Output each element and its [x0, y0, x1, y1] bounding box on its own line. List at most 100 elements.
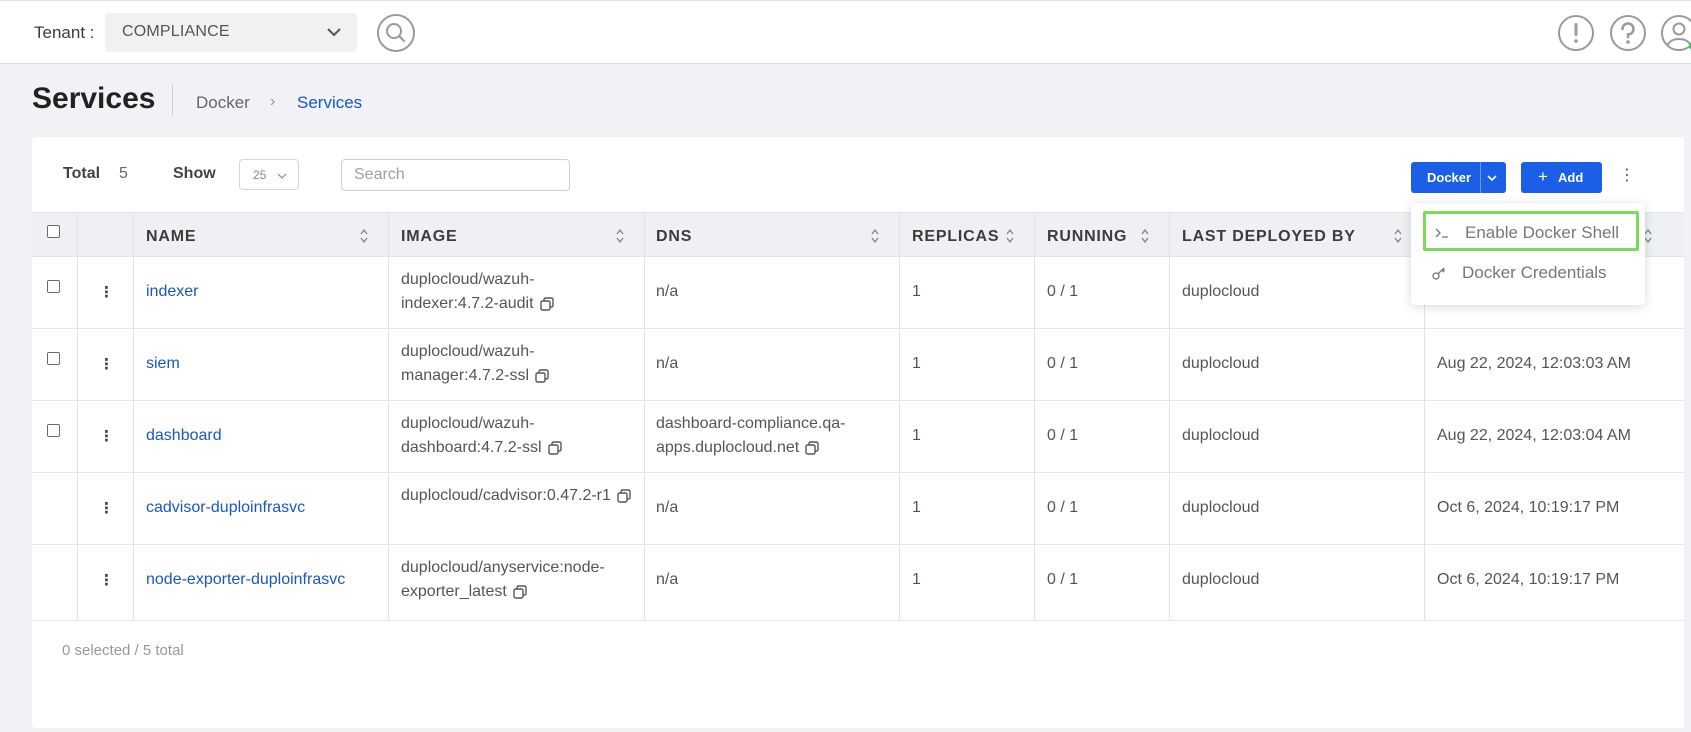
sort-icon[interactable]	[1005, 227, 1015, 245]
row-menu-icon[interactable]: ⋮	[99, 572, 114, 589]
dns-cell: n/a	[656, 355, 679, 372]
copy-icon[interactable]	[513, 585, 527, 599]
running-cell: 0 / 1	[1047, 283, 1079, 300]
sort-icon[interactable]	[1140, 227, 1150, 245]
copy-icon[interactable]	[539, 297, 554, 311]
breadcrumb-docker[interactable]: Docker	[196, 93, 250, 112]
image-cell: duplocloud/cadvisor:0.47.2-r1	[401, 484, 631, 508]
column-divider	[77, 212, 78, 621]
table-row[interactable]: ⋮ node-exporter-duploinfrasvc duplocloud…	[32, 545, 1684, 621]
image-text: duplocloud/cadvisor:0.47.2-r1	[401, 487, 611, 504]
copy-icon[interactable]	[535, 369, 549, 383]
row-menu-icon[interactable]: ⋮	[99, 428, 114, 445]
image-cell: duplocloud/wazuh-indexer:4.7.2-audit	[401, 268, 631, 316]
column-divider	[1169, 212, 1170, 621]
column-header-running[interactable]: RUNNING	[1047, 228, 1128, 245]
total-label: Total	[63, 165, 101, 182]
docker-dropdown-button[interactable]: Docker	[1411, 162, 1506, 193]
dns-cell: n/a	[656, 571, 679, 588]
row-menu-icon[interactable]: ⋮	[99, 356, 114, 373]
column-header-last-deployed-by[interactable]: LAST DEPLOYED BY	[1182, 228, 1356, 245]
help-icon[interactable]	[1609, 14, 1647, 52]
deployed-date-cell: Oct 6, 2024, 10:19:17 PM	[1437, 571, 1620, 588]
deployed-date-cell: Oct 6, 2024, 10:19:17 PM	[1437, 499, 1620, 516]
table-row[interactable]: ⋮ siem duplocloud/wazuh-manager:4.7.2-ss…	[32, 329, 1684, 401]
image-text: duplocloud/anyservice:node-exporter_late…	[401, 559, 605, 600]
column-divider	[1424, 212, 1425, 621]
image-cell: duplocloud/anyservice:node-exporter_late…	[401, 556, 636, 604]
breadcrumb-services[interactable]: Services	[297, 93, 363, 112]
plus-icon: +	[1538, 167, 1548, 186]
chevron-down-icon	[277, 173, 287, 179]
page-size-select[interactable]: 25	[239, 159, 299, 190]
running-cell: 0 / 1	[1047, 355, 1079, 372]
dns-cell: dashboard-compliance.qa-apps.duplocloud.…	[656, 412, 881, 460]
docker-button-label: Docker	[1427, 170, 1472, 185]
docker-dropdown-menu: Enable Docker Shell Docker Credentials	[1411, 203, 1645, 305]
copy-icon[interactable]	[617, 489, 631, 503]
row-menu-icon[interactable]: ⋮	[99, 500, 114, 517]
select-all-checkbox[interactable]	[47, 225, 60, 238]
chevron-down-icon	[327, 28, 341, 37]
deployed-by-cell: duplocloud	[1182, 571, 1260, 588]
chevron-down-icon	[1487, 175, 1497, 182]
column-header-image[interactable]: IMAGE	[401, 228, 458, 245]
table-row[interactable]: ⋮ indexer duplocloud/wazuh-indexer:4.7.2…	[32, 257, 1684, 329]
row-checkbox[interactable]	[47, 352, 60, 365]
add-button[interactable]: + Add	[1521, 162, 1602, 193]
key-icon	[1432, 267, 1445, 280]
service-name-link[interactable]: dashboard	[146, 427, 222, 444]
column-divider	[644, 212, 645, 621]
selection-summary: 0 selected / 5 total	[62, 642, 184, 659]
menu-item-label: Enable Docker Shell	[1465, 223, 1620, 242]
tenant-select[interactable]: COMPLIANCE	[105, 13, 357, 52]
table-row[interactable]: ⋮ dashboard duplocloud/wazuh-dashboard:4…	[32, 401, 1684, 473]
deployed-by-cell: duplocloud	[1182, 355, 1260, 372]
column-divider	[1034, 212, 1035, 621]
service-name-link[interactable]: indexer	[146, 283, 199, 300]
alert-icon[interactable]	[1557, 14, 1595, 52]
column-divider	[899, 212, 900, 621]
deployed-date-cell: Aug 22, 2024, 12:03:03 AM	[1437, 355, 1631, 372]
user-icon[interactable]	[1660, 14, 1691, 52]
sort-icon[interactable]	[870, 227, 880, 245]
dns-cell: n/a	[656, 499, 679, 516]
sort-icon[interactable]	[359, 227, 369, 245]
row-checkbox[interactable]	[47, 280, 60, 293]
docker-button-divider	[1480, 162, 1481, 193]
menu-item-docker-credentials[interactable]: Docker Credentials	[1423, 254, 1639, 294]
image-text: duplocloud/wazuh-indexer:4.7.2-audit	[401, 271, 535, 312]
service-name-link[interactable]: siem	[146, 355, 180, 372]
row-checkbox[interactable]	[47, 424, 60, 437]
more-options-icon[interactable]: ⋮	[1619, 167, 1635, 184]
replicas-cell: 1	[912, 355, 921, 372]
page-size-value: 25	[253, 168, 267, 182]
table-row[interactable]: ⋮ cadvisor-duploinfrasvc duplocloud/cadv…	[32, 473, 1684, 545]
column-header-replicas[interactable]: REPLICAS	[912, 228, 1000, 245]
tenant-select-value: COMPLIANCE	[122, 23, 230, 40]
replicas-cell: 1	[912, 427, 921, 444]
service-name-link[interactable]: cadvisor-duploinfrasvc	[146, 499, 306, 516]
running-cell: 0 / 1	[1047, 427, 1079, 444]
title-divider	[172, 84, 173, 116]
copy-icon[interactable]	[805, 441, 819, 455]
service-name-link[interactable]: node-exporter-duploinfrasvc	[146, 571, 346, 588]
column-header-dns[interactable]: DNS	[656, 228, 693, 245]
show-label: Show	[173, 165, 216, 182]
row-menu-icon[interactable]: ⋮	[99, 284, 114, 301]
sort-icon[interactable]	[1393, 227, 1403, 245]
column-divider	[388, 212, 389, 621]
menu-item-enable-docker-shell[interactable]: Enable Docker Shell	[1423, 211, 1639, 251]
search-input[interactable]	[341, 159, 570, 191]
sort-icon[interactable]	[615, 227, 625, 245]
copy-icon[interactable]	[547, 441, 562, 455]
dns-text: dashboard-compliance.qa-apps.duplocloud.…	[656, 415, 846, 456]
column-header-name[interactable]: NAME	[146, 228, 197, 245]
sort-icon[interactable]	[1643, 227, 1653, 245]
terminal-icon	[1435, 228, 1448, 238]
tenant-label: Tenant :	[34, 23, 95, 42]
search-icon[interactable]	[376, 13, 416, 53]
dns-cell: n/a	[656, 283, 679, 300]
deployed-by-cell: duplocloud	[1182, 499, 1260, 516]
deployed-date-cell: Aug 22, 2024, 12:03:04 AM	[1437, 427, 1631, 444]
